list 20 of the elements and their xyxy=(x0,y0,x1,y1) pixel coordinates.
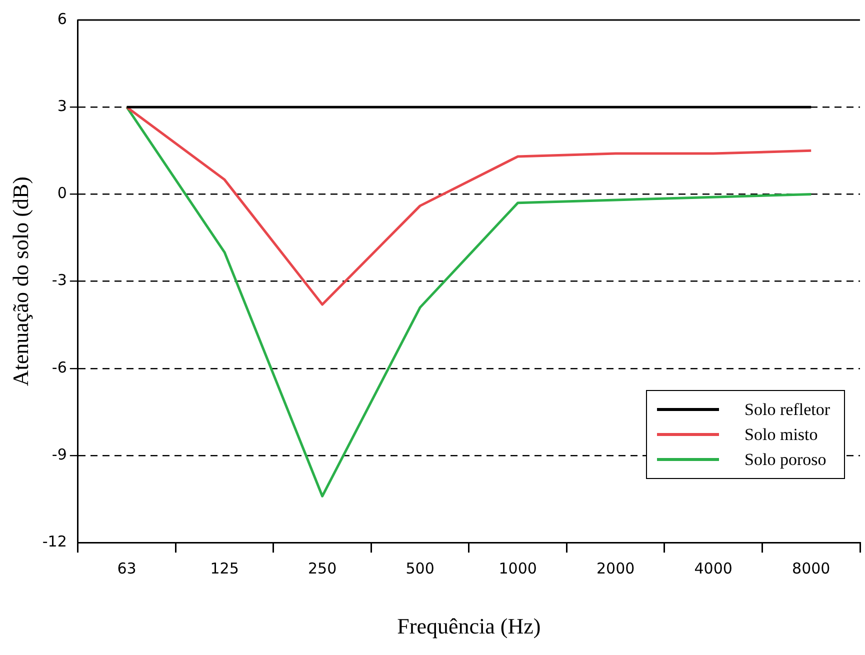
legend-label: Solo refletor xyxy=(744,400,830,420)
y-axis-title: Atenuação do solo (dB) xyxy=(8,176,33,386)
y-tick-label: -6 xyxy=(52,358,67,376)
y-tick-label: 3 xyxy=(57,96,67,115)
x-tick-label: 500 xyxy=(406,559,434,578)
y-tick-label: 6 xyxy=(57,10,67,28)
legend-label: Solo misto xyxy=(744,424,818,444)
x-tick-label: 250 xyxy=(308,559,337,578)
x-tick-label: 4000 xyxy=(694,559,732,578)
x-tick-label: 125 xyxy=(210,559,239,578)
y-tick-label: -12 xyxy=(42,532,67,550)
y-tick-label: 0 xyxy=(57,184,67,202)
x-tick-label: 8000 xyxy=(792,559,830,578)
y-tick-label: -9 xyxy=(52,445,67,464)
x-tick-label: 2000 xyxy=(596,559,635,578)
x-tick-label: 1000 xyxy=(498,559,537,578)
x-axis-title: Frequência (Hz) xyxy=(397,614,541,639)
legend-label: Solo poroso xyxy=(744,450,826,470)
x-tick-label: 63 xyxy=(117,559,136,578)
y-tick-label: -3 xyxy=(52,271,67,290)
